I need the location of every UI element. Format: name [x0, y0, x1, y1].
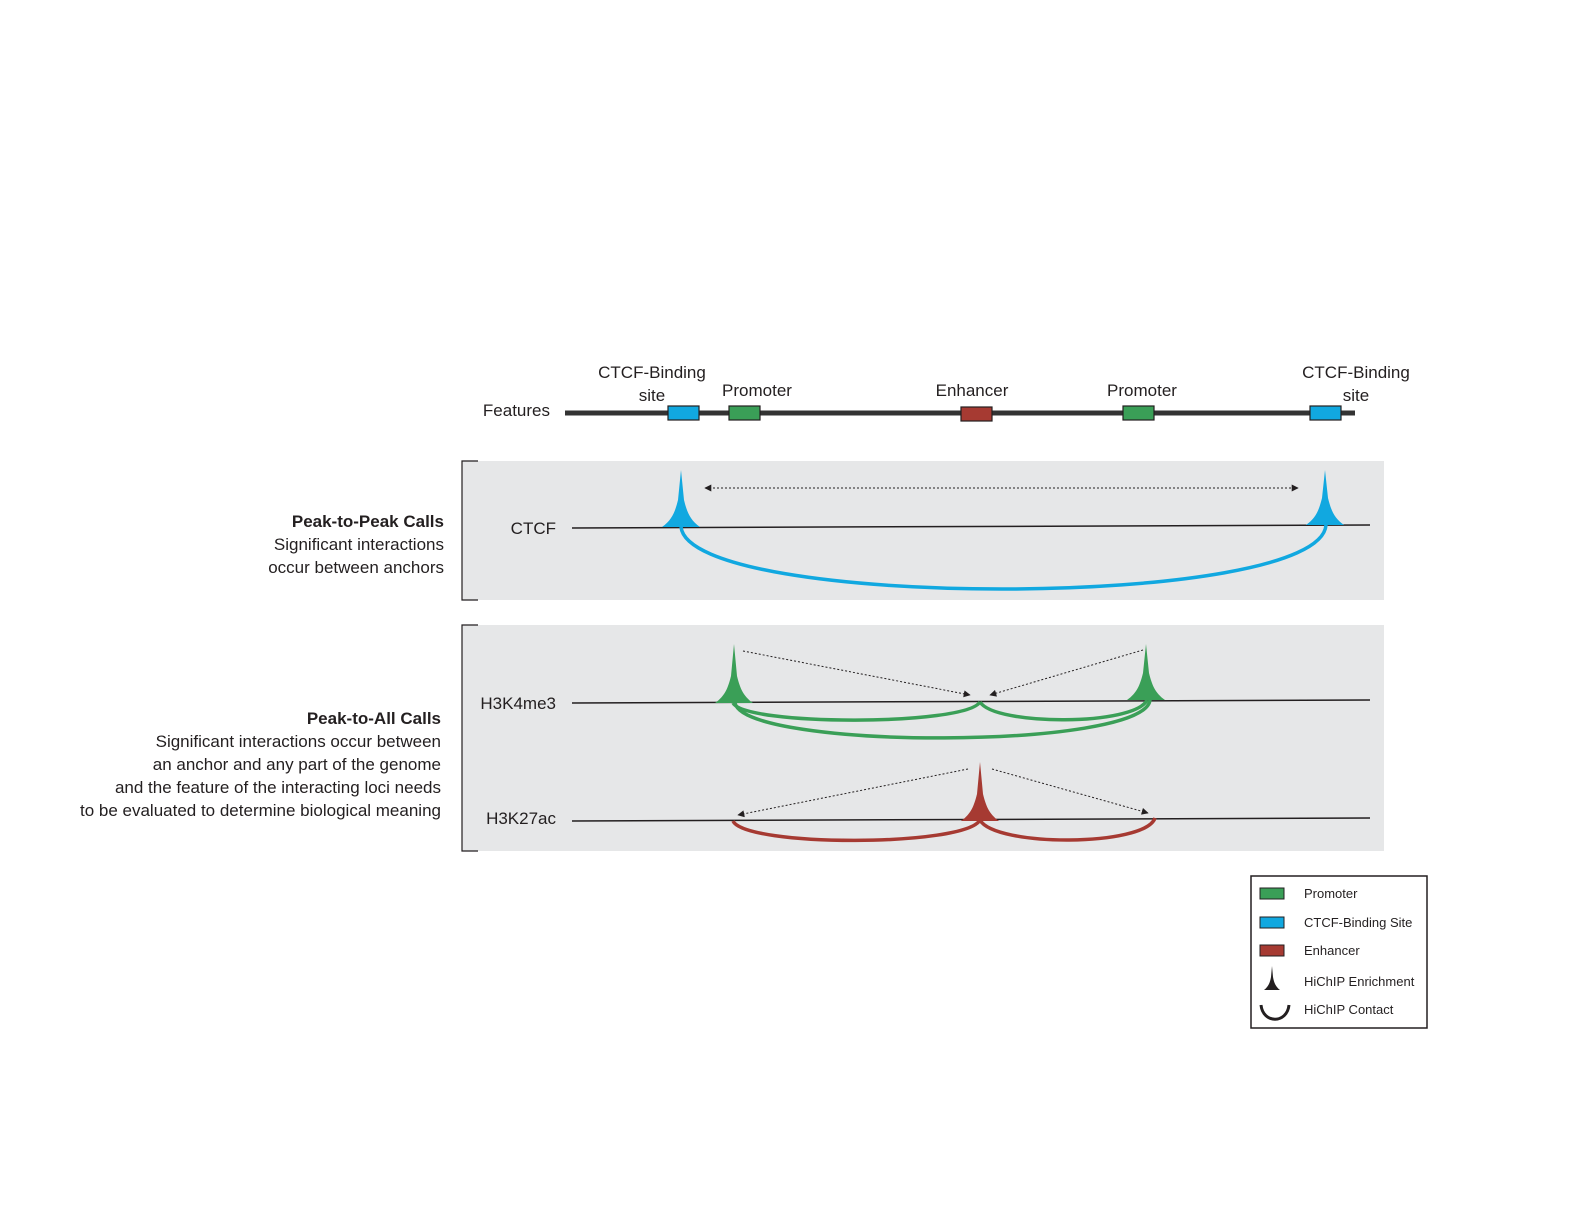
- legend-enrichment-icon: [1264, 966, 1280, 990]
- feature-label-promoter-left: Promoter: [722, 381, 792, 400]
- h3k27ac-arrow-right: [991, 768, 1149, 815]
- h3k4me3-contact-arc-right-inner: [978, 698, 1149, 722]
- ctcf-contact-arc: [679, 524, 1328, 591]
- peak-to-all-title: Peak-to-All Calls: [307, 709, 441, 728]
- peak-to-peak-bracket: [461, 460, 478, 601]
- peak-to-peak-desc-2: occur between anchors: [268, 558, 444, 577]
- feature-box-enhancer: [960, 406, 993, 422]
- h3k4me3-peak-right: [1127, 644, 1165, 700]
- feature-label-ctcf-left-2: site: [639, 386, 665, 405]
- feature-box-promoter-right: [1122, 405, 1155, 421]
- ctcf-track-line: [571, 524, 1371, 529]
- feature-box-promoter-left: [728, 405, 761, 421]
- feature-label-ctcf-right-1: CTCF-Binding: [1302, 363, 1410, 382]
- h3k4me3-peak-left: [715, 644, 753, 703]
- peak-to-all-desc-1: Significant interactions occur between: [156, 732, 441, 751]
- feature-box-ctcf-left: [667, 405, 700, 421]
- h3k27ac-peak-center: [961, 762, 999, 821]
- feature-label-ctcf-right-2: site: [1343, 386, 1369, 405]
- legend-label-promoter: Promoter: [1304, 886, 1358, 901]
- features-label: Features: [483, 401, 550, 420]
- legend-label-enhancer: Enhancer: [1304, 943, 1360, 958]
- peak-to-all-bracket: [461, 624, 478, 852]
- feature-label-promoter-right: Promoter: [1107, 381, 1177, 400]
- ctcf-peak-left: [662, 470, 700, 527]
- peak-to-all-desc-4: to be evaluated to determine biological …: [80, 801, 441, 820]
- h3k4me3-arrow-left: [742, 650, 971, 698]
- peak-to-peak-background: [462, 461, 1384, 600]
- feature-label-enhancer: Enhancer: [936, 381, 1009, 400]
- feature-label-ctcf-left-1: CTCF-Binding: [598, 363, 706, 382]
- legend-label-contact: HiChIP Contact: [1304, 1002, 1394, 1017]
- h3k27ac-arrow-left: [737, 768, 969, 818]
- legend-label-ctcf: CTCF-Binding Site: [1304, 915, 1412, 930]
- legend: Promoter CTCF-Binding Site Enhancer HiCh…: [1250, 875, 1428, 1029]
- peak-to-peak-title: Peak-to-Peak Calls: [292, 512, 444, 531]
- h3k4me3-track-label: H3K4me3: [480, 694, 556, 713]
- h3k4me3-track-line: [571, 699, 1371, 704]
- h3k4me3-arrow-right: [989, 649, 1144, 697]
- features-row: Features CTCF-Binding site Promoter Enha…: [483, 363, 1410, 422]
- legend-contact-icon: [1259, 1004, 1291, 1021]
- feature-box-ctcf-right: [1309, 405, 1342, 421]
- h3k4me3-contact-arc-left-inner: [731, 700, 982, 722]
- legend-swatch-enhancer: [1259, 944, 1285, 957]
- legend-swatch-ctcf: [1259, 916, 1285, 929]
- peak-to-all-panel: Peak-to-All Calls Significant interactio…: [80, 624, 1384, 852]
- h3k4me3-contact-arc-outer: [733, 699, 1152, 740]
- h3k27ac-contact-arc-right: [978, 817, 1157, 842]
- peak-to-peak-desc-1: Significant interactions: [274, 535, 444, 554]
- peak-to-all-desc-3: and the feature of the interacting loci …: [115, 778, 441, 797]
- peak-to-peak-panel: Peak-to-Peak Calls Significant interacti…: [268, 460, 1384, 601]
- peak-to-all-desc-2: an anchor and any part of the genome: [153, 755, 441, 774]
- legend-swatch-promoter: [1259, 887, 1285, 900]
- h3k27ac-contact-arc-left: [731, 818, 982, 843]
- ctcf-track-label: CTCF: [511, 519, 556, 538]
- legend-label-enrichment: HiChIP Enrichment: [1304, 974, 1415, 989]
- ctcf-peak-right: [1306, 470, 1344, 525]
- h3k27ac-track-label: H3K27ac: [486, 809, 556, 828]
